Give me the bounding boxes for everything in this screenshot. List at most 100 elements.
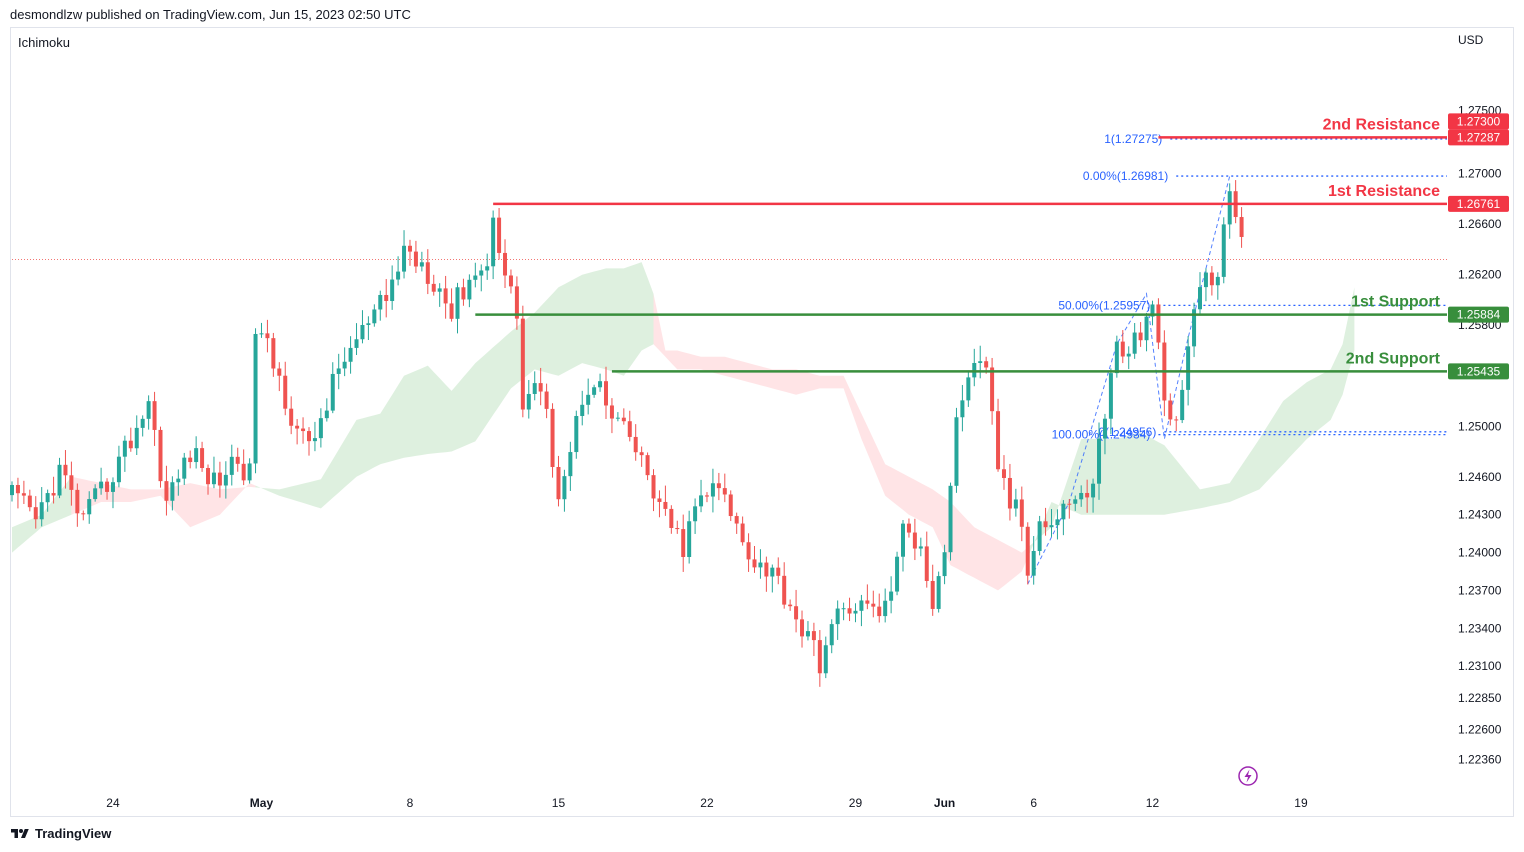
candle [847,597,852,622]
candle [396,256,401,286]
candle [57,457,62,499]
candle [69,461,74,506]
candle [586,378,591,415]
candle [924,531,929,588]
candle [954,407,959,493]
svg-text:1.26761: 1.26761 [1457,197,1501,211]
candle [930,564,935,616]
candle [1198,272,1202,315]
candle [627,410,632,442]
footer-brand[interactable]: TradingView [10,826,111,841]
candle [1126,346,1131,370]
candle [651,469,656,512]
candle [1180,380,1185,424]
fib-level-label: 100.00%(1.24934) [1052,428,1151,442]
indicator-label[interactable]: Ichimoku [18,35,71,50]
price-tick-label: 1.24300 [1458,508,1502,522]
candle [402,230,407,279]
candle [407,239,412,266]
candle [211,456,216,489]
candle [378,290,383,321]
price-tick-label: 1.22850 [1458,691,1502,705]
candle [752,546,757,573]
candle [823,636,828,679]
fib-level-label: 1(1.27275) [1104,132,1162,146]
level-label: 1st Support [1351,294,1441,311]
candle [615,412,620,422]
candle [526,380,531,419]
candle [1150,300,1155,326]
price-tick-label: 1.26200 [1458,268,1502,282]
time-tick-label: 6 [1030,796,1037,810]
time-tick-label: 8 [407,796,414,810]
candles [10,180,1244,687]
candle [776,557,781,585]
candle [906,518,911,538]
cloud-bearish [71,476,256,528]
price-badges: 1.27287 1.27300 1.26761 1.25884 1.25435 [1448,113,1509,380]
price-tick-label: 1.22600 [1458,722,1502,736]
candle [746,533,751,572]
candle [1132,322,1137,359]
cloud-bullish [1027,287,1355,558]
candle [182,452,187,485]
candle [425,249,430,295]
candle [805,621,810,641]
time-tick-label: 24 [106,796,120,810]
candle [639,446,644,467]
price-badge: 1.25884 [1448,306,1509,323]
candle [1097,422,1102,500]
candle [520,305,525,418]
candle [1031,536,1036,585]
candle [1221,217,1226,284]
candle [253,328,258,474]
candle [1061,500,1066,536]
fib-level-label: 50.00%(1.25957) [1058,298,1150,312]
candle [1073,495,1078,511]
candle [865,584,870,610]
candle [336,353,341,390]
candle [1192,302,1197,358]
candle [194,436,199,469]
candle [788,599,793,611]
candle [283,361,288,416]
candle [289,396,294,435]
candle [960,384,965,432]
candle [1025,522,1030,585]
candle [538,367,543,406]
candle [354,323,359,355]
candle [1067,498,1072,519]
candle [485,253,490,280]
candle [128,427,133,452]
candle [841,602,846,621]
candle [645,452,650,481]
price-tick-label: 1.22360 [1458,753,1502,767]
candle [1019,486,1024,542]
candle [1203,268,1208,302]
brand-name: TradingView [35,826,112,841]
candle [390,265,395,310]
candle [918,537,923,557]
candle [1085,479,1090,513]
candle [936,571,941,613]
price-tick-label: 1.23700 [1458,583,1502,597]
candle [366,316,371,340]
candle [1013,488,1018,517]
candle [21,480,26,505]
candle [105,478,110,500]
price-badge: 1.27287 [1448,129,1509,146]
candle [10,481,14,502]
support-resistance-levels: 2nd Resistance 1st Resistance 1st Support 2… [475,116,1447,373]
candle [158,426,163,488]
candle [1156,298,1161,350]
candle [1102,413,1107,455]
candle [247,458,252,484]
candle [431,274,436,296]
level-label: 2nd Support [1346,350,1441,367]
price-tick-label: 1.24600 [1458,470,1502,484]
svg-text:1.25435: 1.25435 [1457,364,1501,378]
candle [93,484,98,502]
lightning-icon[interactable] [1238,766,1258,786]
candle [271,332,276,377]
